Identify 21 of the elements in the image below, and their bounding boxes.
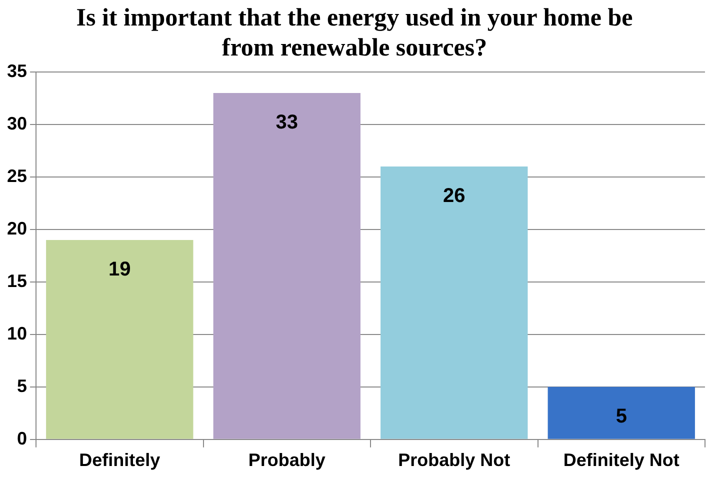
bar [46,240,194,439]
y-tick-label: 35 [6,60,28,81]
x-tick-label: Probably [248,450,326,470]
bar [380,166,528,439]
bar [213,92,360,439]
y-tick-label: 0 [17,428,28,448]
data-label: 33 [276,112,298,134]
x-tick-label: Definitely Not [563,450,680,470]
x-tick-label: Probably Not [398,450,510,470]
x-tick-label: Definitely [79,450,160,470]
bar [548,386,695,439]
y-tick-label: 25 [6,166,28,186]
data-label: 19 [108,258,131,280]
y-tick-label: 30 [6,113,28,134]
y-tick-label: 10 [6,323,28,344]
data-label: 5 [616,405,627,428]
y-tick-label: 5 [17,376,28,396]
chart-title: Is it important that the energy used in your home be from renewable sources? [76,4,633,62]
y-tick-label: 20 [6,218,28,238]
y-tick-label: 15 [6,270,28,291]
data-label: 26 [443,184,466,207]
